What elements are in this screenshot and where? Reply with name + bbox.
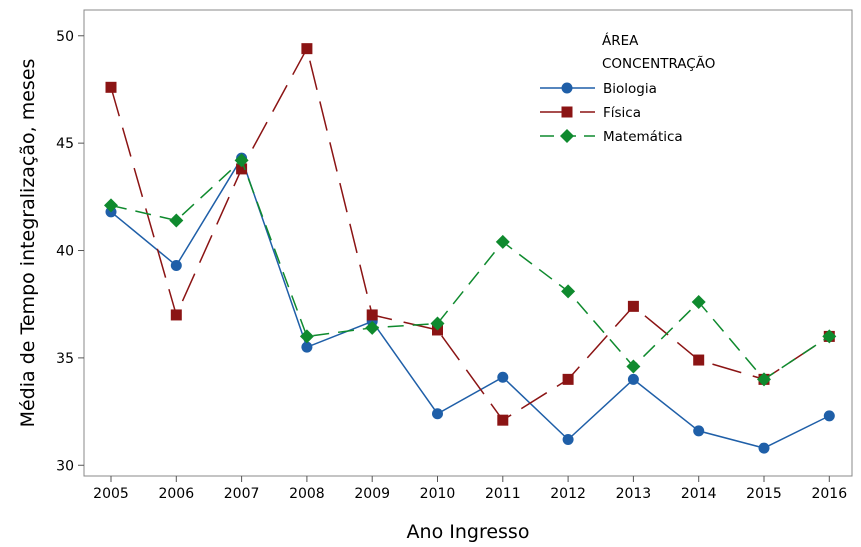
x-tick-label: 2009 <box>354 486 390 502</box>
x-axis: 2005 2006 2007 2008 2009 2010 2011 2012 2013 2014… <box>93 476 847 502</box>
data-point-biologia <box>627 373 639 385</box>
plot-area <box>83 9 853 477</box>
x-tick-label: 2012 <box>550 486 586 502</box>
legend-marker <box>561 106 573 118</box>
series-layer <box>104 43 837 454</box>
legend: ÁREA CONCENTRAÇÃO Biologia Física Matemáti… <box>540 32 715 145</box>
data-point-matematica <box>495 234 510 249</box>
y-tick-label: 45 <box>56 136 74 152</box>
legend-marker <box>560 129 574 143</box>
legend-item-matematica: Matemática <box>540 129 683 145</box>
data-point-fisica <box>562 373 574 385</box>
data-point-biologia <box>497 371 509 383</box>
series-line-matematica <box>110 159 830 381</box>
data-point-biologia <box>758 442 770 454</box>
y-tick-label: 40 <box>56 244 74 260</box>
legend-items: Biologia Física Matemática <box>540 81 683 145</box>
x-tick-label: 2010 <box>420 486 456 502</box>
data-point-fisica <box>236 163 248 175</box>
data-point-matematica <box>430 316 445 331</box>
data-point-biologia <box>823 410 835 422</box>
data-point-matematica <box>561 284 576 299</box>
legend-item-fisica: Física <box>540 105 641 121</box>
x-tick-label: 2008 <box>289 486 325 502</box>
legend-label: Biologia <box>603 81 657 97</box>
data-point-matematica <box>169 213 184 228</box>
x-tick-label: 2011 <box>485 486 521 502</box>
data-point-biologia <box>170 260 182 272</box>
data-point-fisica <box>170 309 182 321</box>
series-line-biologia <box>110 156 830 449</box>
data-point-biologia <box>301 341 313 353</box>
legend-marker <box>561 82 573 94</box>
data-point-fisica <box>366 309 378 321</box>
y-tick-label: 50 <box>56 29 74 45</box>
data-point-matematica <box>234 153 249 168</box>
data-point-fisica <box>301 43 313 55</box>
series-line-fisica <box>110 46 830 422</box>
data-point-biologia <box>432 408 443 420</box>
x-tick-label: 2014 <box>681 486 717 502</box>
y-axis: 30 35 40 45 50 <box>56 29 84 474</box>
legend-label: Física <box>603 105 641 121</box>
data-point-biologia <box>693 425 705 437</box>
legend-title-line2: CONCENTRAÇÃO <box>602 55 715 72</box>
data-point-matematica <box>365 320 380 335</box>
x-tick-label: 2015 <box>746 486 782 502</box>
data-point-fisica <box>105 81 117 93</box>
data-point-fisica <box>497 414 509 426</box>
data-point-matematica <box>104 198 118 213</box>
x-tick-label: 2007 <box>224 486 260 502</box>
x-tick-label: 2016 <box>811 486 847 502</box>
data-point-matematica <box>299 329 314 344</box>
data-point-fisica <box>627 300 639 312</box>
x-tick-label: 2005 <box>93 486 129 502</box>
series-matematica <box>104 153 837 387</box>
y-tick-label: 30 <box>56 458 74 474</box>
data-point-biologia <box>562 433 574 445</box>
x-tick-label: 2006 <box>158 486 194 502</box>
data-point-fisica <box>693 354 705 366</box>
x-axis-title: Ano Ingresso <box>407 521 530 543</box>
data-point-matematica <box>691 295 706 310</box>
data-point-matematica <box>822 329 837 344</box>
legend-title-line1: ÁREA <box>602 32 639 49</box>
y-tick-label: 35 <box>56 351 74 367</box>
data-point-matematica <box>757 372 771 387</box>
legend-item-biologia: Biologia <box>540 81 657 97</box>
y-axis-title: Média de Tempo integralização, meses <box>17 59 39 428</box>
x-tick-label: 2013 <box>616 486 652 502</box>
data-point-matematica <box>626 359 641 374</box>
legend-label: Matemática <box>603 129 683 145</box>
